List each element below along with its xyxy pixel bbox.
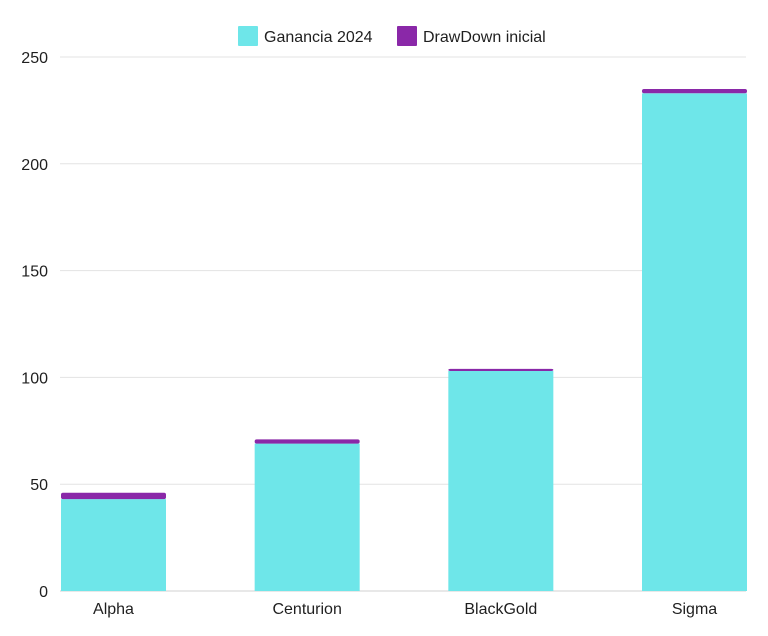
x-tick-label-alpha: Alpha [93, 601, 134, 618]
y-tick-label: 250 [21, 50, 48, 67]
bar-sigma-ganancia-2024 [642, 93, 747, 591]
x-tick-label-sigma: Sigma [672, 601, 717, 618]
bar-sigma-drawdown-inicial [642, 89, 747, 94]
y-axis-ticks: 0 50 100 150 200 250 [21, 50, 48, 601]
y-tick-label: 100 [21, 370, 48, 387]
y-tick-label: 200 [21, 157, 48, 174]
legend: Ganancia 2024 DrawDown inicial [238, 26, 546, 46]
legend-swatch-ganancia-2024 [238, 26, 258, 46]
grid-lines [60, 56, 746, 592]
legend-label-ganancia-2024: Ganancia 2024 [264, 29, 373, 46]
legend-label-drawdown-inicial: DrawDown inicial [423, 29, 546, 46]
bar-centurion-ganancia-2024 [254, 443, 360, 591]
x-tick-label-centurion: Centurion [272, 601, 341, 618]
bars [61, 89, 747, 591]
y-tick-label: 150 [21, 264, 48, 281]
y-tick-label: 0 [39, 584, 48, 601]
bar-blackgold-ganancia-2024 [448, 370, 554, 591]
bar-alpha-drawdown-inicial [61, 492, 166, 500]
bar-alpha-ganancia-2024 [61, 499, 166, 591]
y-tick-label: 50 [30, 477, 48, 494]
bar-blackgold-drawdown-inicial [448, 368, 554, 371]
legend-swatch-drawdown-inicial [397, 26, 417, 46]
bar-centurion-drawdown-inicial [254, 439, 360, 444]
x-tick-label-blackgold: BlackGold [464, 601, 537, 618]
x-axis-ticks: Alpha Centurion BlackGold Sigma [93, 601, 717, 618]
